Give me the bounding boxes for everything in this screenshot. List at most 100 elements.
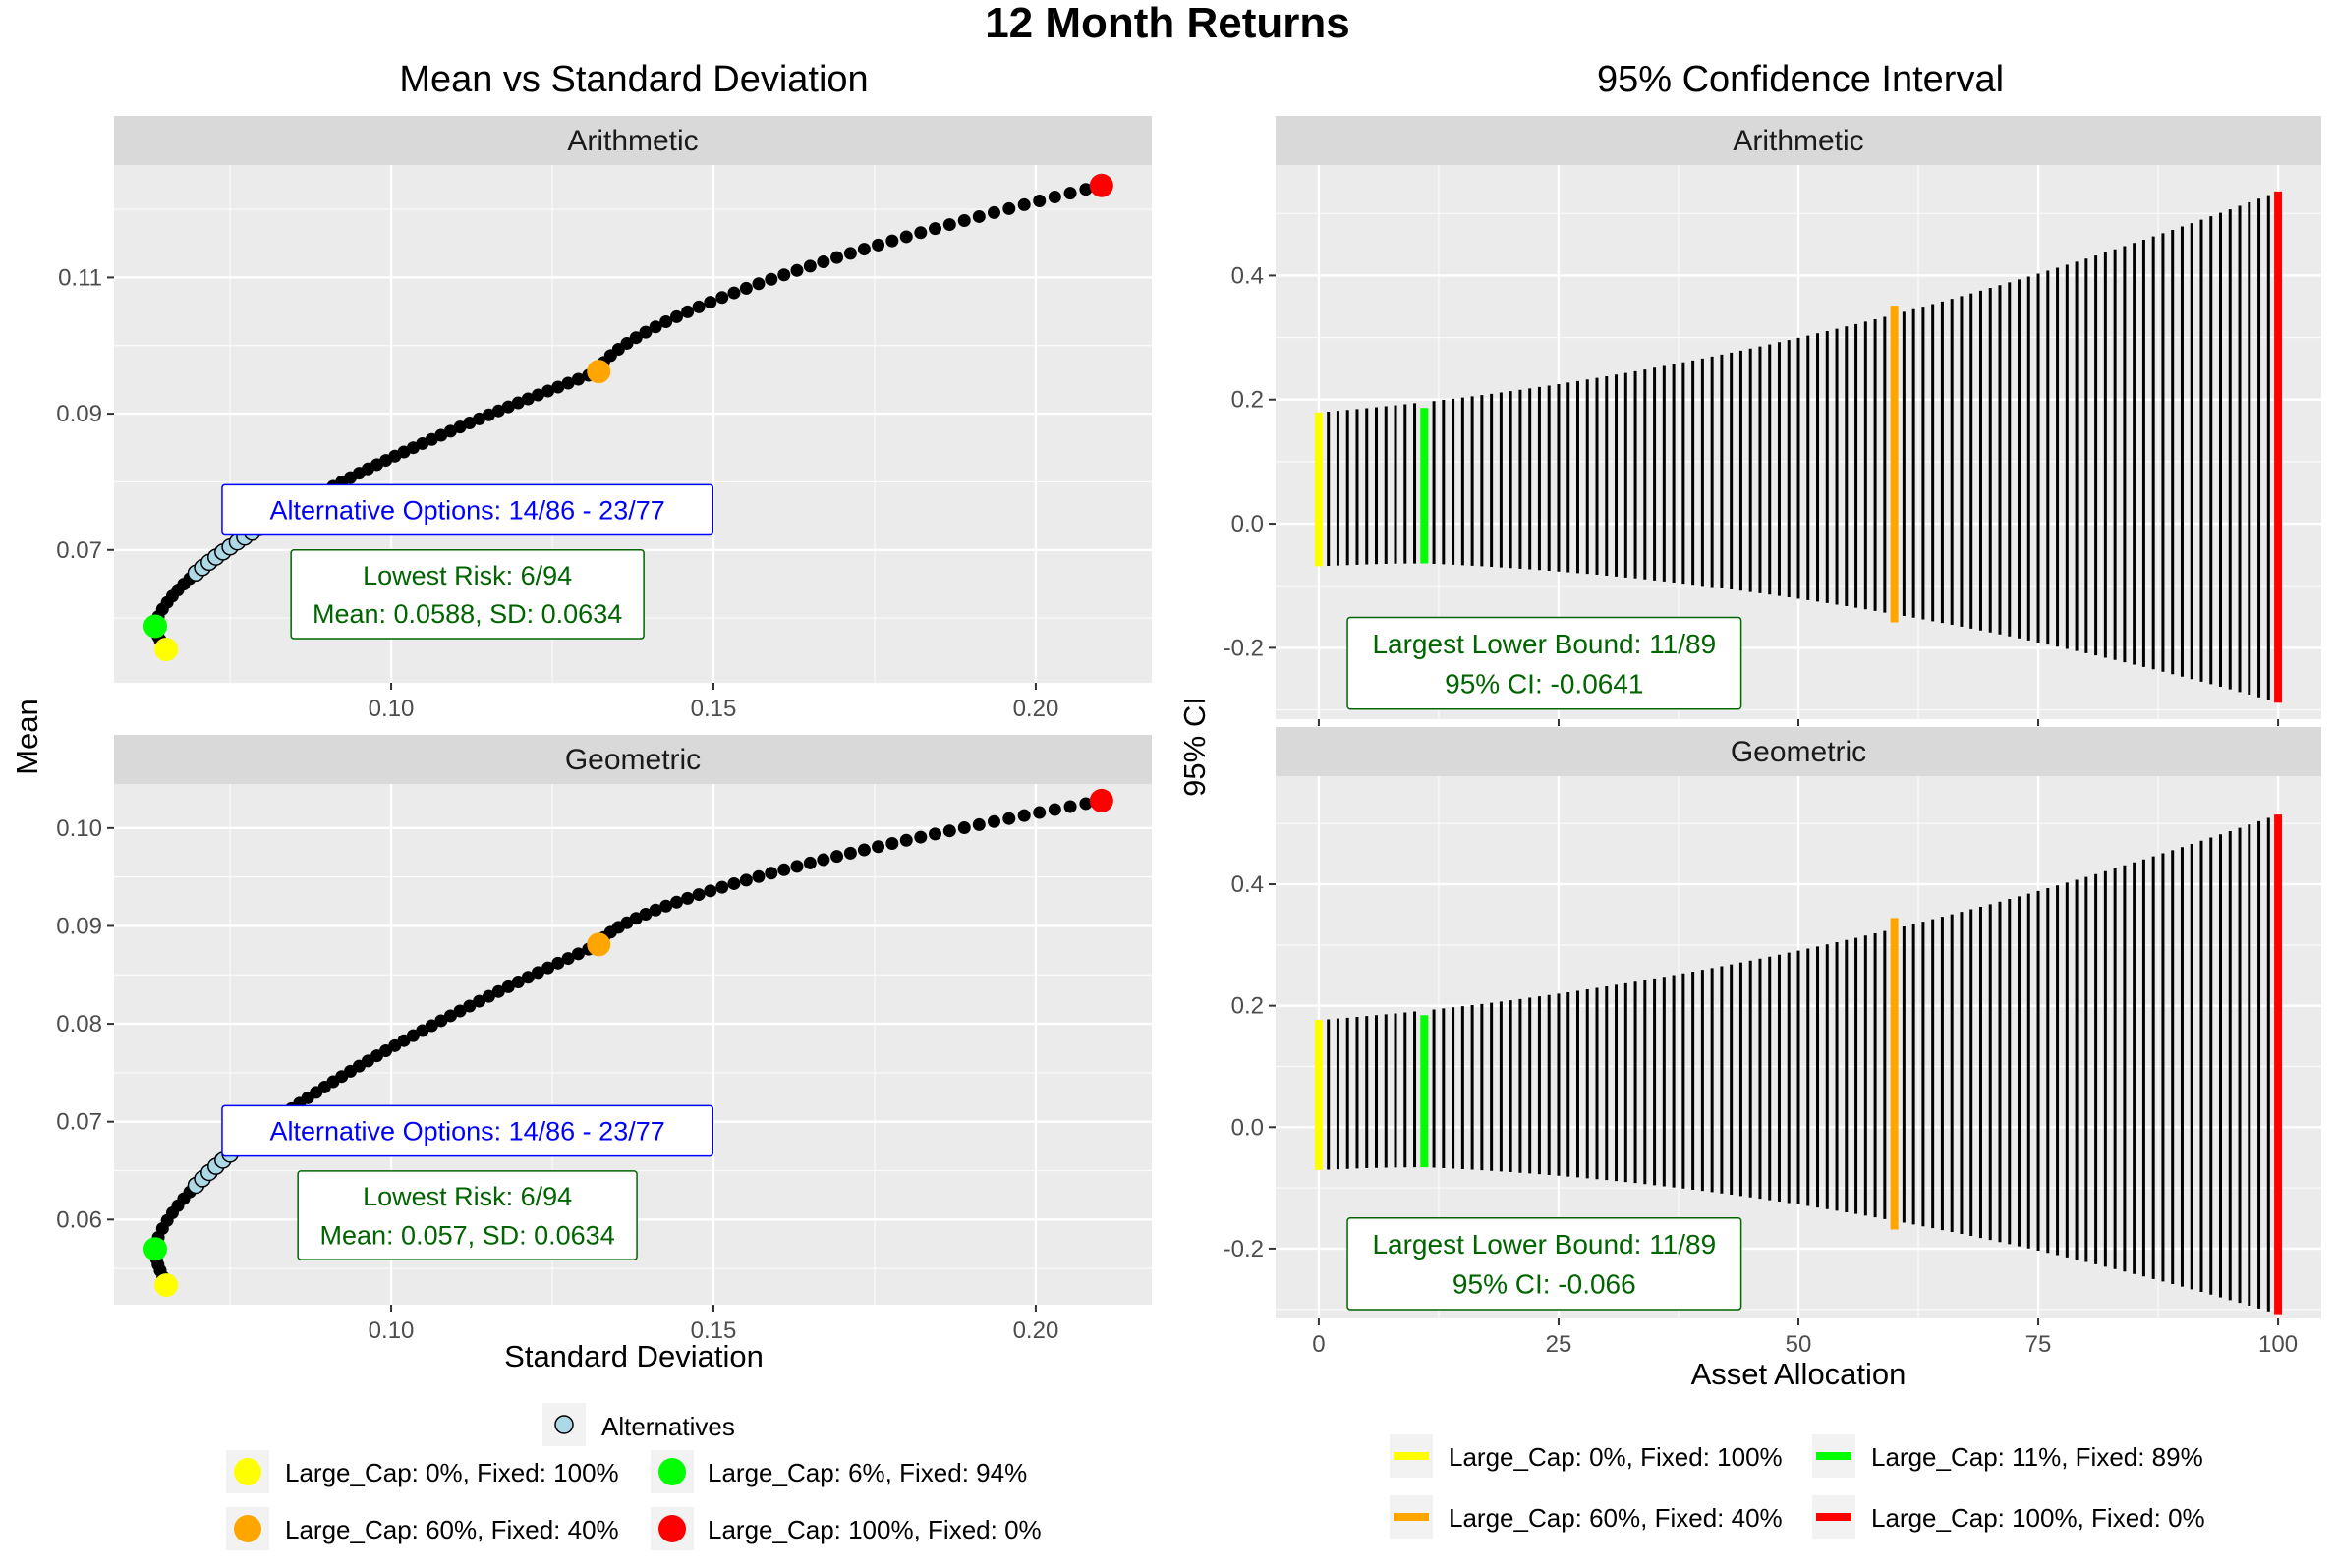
facet-strip xyxy=(114,116,1152,165)
y-tick-label: 0.09 xyxy=(56,401,102,427)
y-tick-label: 0.2 xyxy=(1231,387,1264,414)
legend-label: Large_Cap: 0%, Fixed: 100% xyxy=(285,1458,619,1487)
scatter-point xyxy=(752,277,766,291)
chart-panel: Geometric 0.10 0.15 0.20 0.06 0.07 0.08 0.09 0.1… xyxy=(56,735,1152,1344)
scatter-point xyxy=(511,976,525,989)
annotation-box xyxy=(297,1170,638,1260)
y-tick-label: 0.10 xyxy=(56,815,102,842)
scatter-point xyxy=(872,840,885,854)
y-tick-label: -0.2 xyxy=(1224,1236,1264,1262)
scatter-point xyxy=(434,1014,448,1028)
highlight-point xyxy=(142,1237,167,1261)
scatter-point xyxy=(830,251,844,264)
scatter-point xyxy=(521,971,535,984)
y-tick-label: 0.08 xyxy=(56,1011,102,1037)
y-tick-label: 0.07 xyxy=(56,1109,102,1136)
chart-panel: Arithmetic0255075100-0.20.00.20.4Largest… xyxy=(1224,116,2321,758)
scatter-point xyxy=(790,263,804,277)
left-legend: Alternatives Large_Cap: 0%, Fixed: 100% … xyxy=(226,1403,1042,1550)
scatter-point xyxy=(443,1009,457,1023)
facet-strip-label: Geometric xyxy=(565,744,701,776)
scatter-point xyxy=(649,320,662,334)
x-tick-label: 100 xyxy=(2258,1331,2298,1358)
annotation-text: Alternative Options: 14/86 - 23/77 xyxy=(270,1117,665,1147)
highlight-point xyxy=(1089,173,1113,197)
scatter-point xyxy=(928,827,941,841)
legend-label: Large_Cap: 100%, Fixed: 0% xyxy=(708,1515,1042,1544)
scatter-point xyxy=(639,907,653,921)
scatter-point xyxy=(659,315,673,329)
scatter-point xyxy=(885,234,899,248)
scatter-point xyxy=(551,380,565,394)
scatter-point xyxy=(843,846,857,860)
scatter-point xyxy=(1048,803,1061,816)
legend-marker-icon xyxy=(234,1458,261,1485)
right-legend: Large_Cap: 0%, Fixed: 100% Large_Cap: 11… xyxy=(1390,1434,2205,1539)
facet-strip-label: Arithmetic xyxy=(567,125,698,157)
scatter-point xyxy=(830,850,844,864)
chart-panel: Geometric 0 25 50 75 100 -0.2 0.0 0.2 0.4 Largest … xyxy=(1224,727,2321,1358)
y-tick-label: 0.4 xyxy=(1231,871,1264,898)
scatter-point xyxy=(914,830,928,844)
x-tick-label: 50 xyxy=(1786,1331,1812,1358)
annotation-text: 95% CI: -0.0641 xyxy=(1445,669,1643,700)
scatter-point xyxy=(739,281,753,295)
highlight-point xyxy=(142,614,167,639)
scatter-point xyxy=(670,309,684,323)
annotation-text: Largest Lower Bound: 11/89 xyxy=(1372,629,1716,659)
scatter-point xyxy=(561,952,575,966)
y-tick-label: 0.11 xyxy=(58,264,102,291)
legend-label: Large_Cap: 0%, Fixed: 100% xyxy=(1449,1442,1783,1472)
scatter-point xyxy=(649,903,662,917)
scatter-point xyxy=(857,843,871,857)
scatter-point xyxy=(511,396,525,410)
legend-label: Large_Cap: 60%, Fixed: 40% xyxy=(285,1515,619,1544)
scatter-point xyxy=(752,869,766,883)
scatter-point xyxy=(957,821,971,835)
scatter-point xyxy=(899,833,913,847)
scatter-point xyxy=(765,867,778,880)
left-xlabel: Standard Deviation xyxy=(504,1339,764,1373)
scatter-point xyxy=(473,412,486,425)
y-tick-label: 0.09 xyxy=(56,913,102,939)
scatter-point xyxy=(1033,806,1047,819)
scatter-point xyxy=(704,884,717,898)
annotation-box xyxy=(221,1104,714,1157)
y-tick-label: -0.2 xyxy=(1224,635,1264,661)
y-tick-label: 0.0 xyxy=(1231,511,1264,537)
legend-label: Large_Cap: 60%, Fixed: 40% xyxy=(1449,1503,1783,1533)
legend-label-alternatives: Alternatives xyxy=(601,1412,735,1441)
scatter-point xyxy=(639,325,653,339)
y-tick-label: 0.07 xyxy=(56,537,102,564)
scatter-point xyxy=(1002,201,1016,215)
left-panel-title: Mean vs Standard Deviation xyxy=(399,59,868,100)
scatter-point xyxy=(501,980,515,993)
legend-marker-icon xyxy=(658,1458,686,1485)
scatter-point xyxy=(777,268,791,282)
scatter-point xyxy=(727,876,741,890)
scatter-point xyxy=(453,420,467,434)
scatter-point xyxy=(541,384,555,398)
scatter-point xyxy=(659,899,673,913)
highlight-point xyxy=(154,638,179,662)
scatter-point xyxy=(843,247,857,260)
scatter-point xyxy=(692,888,706,902)
scatter-point xyxy=(803,259,817,273)
scatter-point xyxy=(531,966,544,980)
annotation-text: Alternative Options: 14/86 - 23/77 xyxy=(270,496,665,526)
scatter-point xyxy=(571,947,585,961)
legend-marker-icon xyxy=(658,1515,686,1542)
scatter-point xyxy=(629,331,643,345)
x-tick-label: 25 xyxy=(1546,1331,1572,1358)
scatter-point xyxy=(491,984,505,998)
chart-panel: Arithmetic 0.10 0.15 0.20 0.07 0.09 0.11 Altern… xyxy=(56,116,1152,722)
scatter-point xyxy=(928,222,941,236)
scatter-point xyxy=(739,873,753,887)
scatter-point xyxy=(521,392,535,406)
scatter-point xyxy=(692,300,706,313)
scatter-point xyxy=(715,880,729,894)
scatter-point xyxy=(571,372,585,386)
figure-title: 12 Month Returns xyxy=(985,0,1350,47)
scatter-point xyxy=(972,817,986,831)
